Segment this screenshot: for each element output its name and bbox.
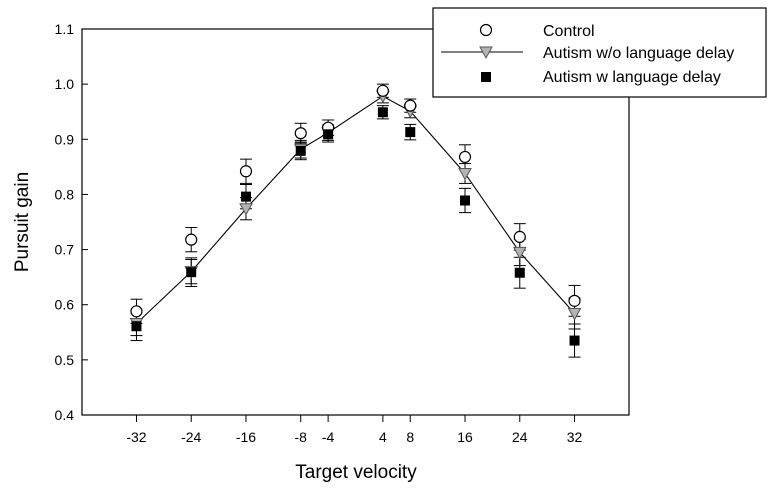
point-autism-wo-delay	[239, 203, 253, 216]
legend-label-autism-wo: Autism w/o language delay	[543, 45, 734, 62]
point-autism-w-delay	[460, 195, 471, 206]
series-line-1	[136, 95, 575, 324]
y-tick-label: 0.4	[55, 407, 75, 423]
point-autism-w-delay	[131, 321, 142, 332]
legend-box	[432, 7, 767, 98]
point-control	[513, 230, 526, 243]
point-control	[239, 165, 253, 178]
x-axis: -32 -24 -16 -8 -4 4 8 16 24 32	[126, 415, 583, 445]
x-tick-label: 4	[379, 429, 387, 445]
x-tick-label: 32	[567, 429, 583, 445]
x-tick-label: -8	[295, 429, 308, 445]
legend-label-autism-w: Autism w language delay	[543, 69, 721, 86]
legend-marker-autism-wo	[479, 46, 493, 60]
point-autism-w-delay	[295, 145, 306, 156]
x-tick-label: 8	[406, 429, 414, 445]
y-tick-label: 0.9	[55, 131, 75, 147]
y-tick-label: 0.8	[55, 186, 75, 202]
point-control	[568, 294, 581, 307]
x-tick-label: -32	[126, 429, 146, 445]
x-tick-label: 24	[512, 429, 528, 445]
y-axis: 0.4 0.5 0.6 0.7 0.8 0.9 1.0 1.1	[55, 21, 88, 423]
y-tick-label: 0.6	[55, 297, 75, 313]
legend-marker-autism-w	[481, 72, 491, 82]
x-axis-title: Target velocity	[295, 462, 417, 483]
point-autism-wo-delay	[512, 246, 527, 260]
x-tick-label: -24	[181, 429, 201, 445]
x-tick-label: -16	[236, 429, 256, 445]
point-autism-w-delay	[405, 127, 416, 138]
series-layer	[129, 83, 582, 358]
y-axis-title: Pursuit gain	[12, 172, 33, 272]
point-control	[185, 233, 198, 246]
point-control	[294, 127, 307, 140]
point-control	[130, 305, 143, 318]
y-tick-label: 0.5	[55, 352, 75, 368]
point-control	[376, 84, 389, 97]
y-tick-label: 1.0	[55, 76, 75, 92]
point-autism-w-delay	[569, 335, 580, 346]
point-autism-wo-delay	[567, 308, 582, 321]
point-control	[404, 99, 417, 112]
point-autism-w-delay	[323, 129, 334, 140]
x-tick-label: 16	[457, 429, 473, 445]
y-tick-label: 1.1	[55, 21, 75, 37]
point-autism-w-delay	[514, 267, 525, 278]
legend: Control Autism w/o language delay Autism…	[432, 7, 767, 98]
point-autism-w-delay	[240, 191, 251, 202]
legend-marker-control	[479, 23, 493, 37]
plot-frame	[81, 28, 630, 416]
point-autism-wo-delay	[458, 167, 472, 181]
point-control	[458, 150, 472, 164]
point-autism-w-delay	[377, 107, 388, 118]
legend-label-control: Control	[543, 23, 595, 40]
x-tick-label: -4	[322, 429, 335, 445]
y-tick-label: 0.7	[55, 242, 75, 258]
point-autism-w-delay	[186, 267, 197, 278]
